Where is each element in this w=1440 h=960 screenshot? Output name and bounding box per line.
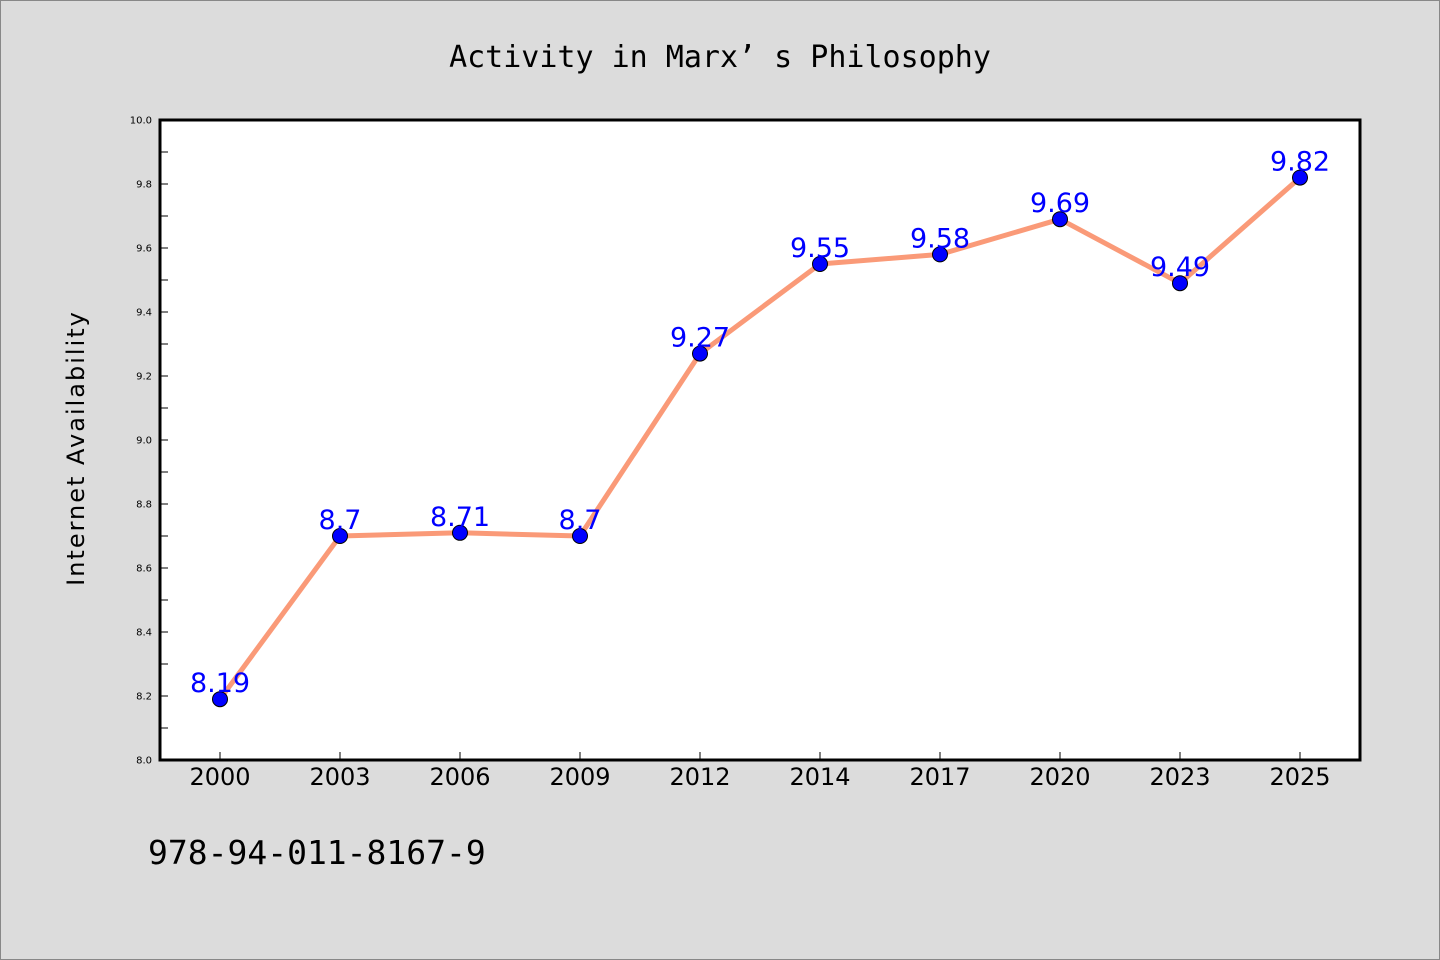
y-tick-label: 8.4 xyxy=(136,628,152,639)
y-tick-label: 10.0 xyxy=(130,116,152,127)
data-label: 8.71 xyxy=(430,502,490,533)
x-tick-label: 2023 xyxy=(1149,763,1210,791)
series-group: 8.19 8.7 8.71 8.7 9.27 9.55 9.58 9.69 9.49 9.82 xyxy=(190,147,1330,708)
x-tick-label: 2006 xyxy=(429,763,490,791)
x-tick-label: 2003 xyxy=(309,763,370,791)
data-point xyxy=(452,524,468,541)
data-point xyxy=(1292,169,1308,186)
series-line xyxy=(217,175,1303,702)
y-tick-label: 9.0 xyxy=(136,436,152,447)
x-tick-label: 2025 xyxy=(1269,763,1330,791)
y-tick-label: 9.4 xyxy=(136,308,152,319)
data-label: 9.69 xyxy=(1030,188,1090,219)
x-tick-label: 2014 xyxy=(789,763,850,791)
y-tick-label: 9.8 xyxy=(136,180,152,191)
y-tick-label: 8.6 xyxy=(136,564,152,575)
data-point xyxy=(812,256,828,272)
y-tick-label: 9.6 xyxy=(136,244,152,255)
data-point xyxy=(212,691,228,708)
data-label: 9.58 xyxy=(910,223,970,254)
x-tick-label: 2009 xyxy=(549,763,610,791)
chart-title: Activity in Marx’ s Philosophy xyxy=(449,40,991,75)
data-point xyxy=(572,528,588,544)
data-label: 9.49 xyxy=(1150,252,1210,283)
data-point xyxy=(932,246,948,263)
isbn-text: 978-94-011-8167-9 xyxy=(148,833,486,872)
x-tick-label: 2000 xyxy=(189,763,250,791)
y-tick-label: 9.2 xyxy=(136,372,152,383)
y-tick-label: 8.8 xyxy=(136,500,152,511)
data-point xyxy=(692,345,708,362)
y-tick-label: 8.0 xyxy=(136,756,152,767)
plot-frame xyxy=(158,118,1362,762)
x-tick-label: 2020 xyxy=(1029,763,1090,791)
data-label: 8.7 xyxy=(559,505,602,536)
data-label: 9.55 xyxy=(790,233,850,264)
data-label: 8.19 xyxy=(190,668,250,699)
data-point xyxy=(1172,275,1188,292)
data-point xyxy=(1052,211,1068,228)
data-label: 8.7 xyxy=(319,505,362,536)
plot-area xyxy=(160,120,1360,760)
x-tick-label: 2017 xyxy=(909,763,970,791)
x-tick-label: 2012 xyxy=(669,763,730,791)
y-axis: 8.0 8.2 8.4 8.6 8.8 9.0 9.2 9.4 9.6 9.8 10.0 xyxy=(130,116,168,767)
y-axis-label: Internet Availability xyxy=(62,310,90,586)
y-tick-label: 8.2 xyxy=(136,692,152,703)
x-axis: 2000 2003 2006 2009 2012 2014 2017 2020 2023 2025 xyxy=(189,752,1331,791)
data-label: 9.82 xyxy=(1270,147,1330,178)
data-point xyxy=(332,528,348,544)
data-label: 9.27 xyxy=(670,323,730,354)
